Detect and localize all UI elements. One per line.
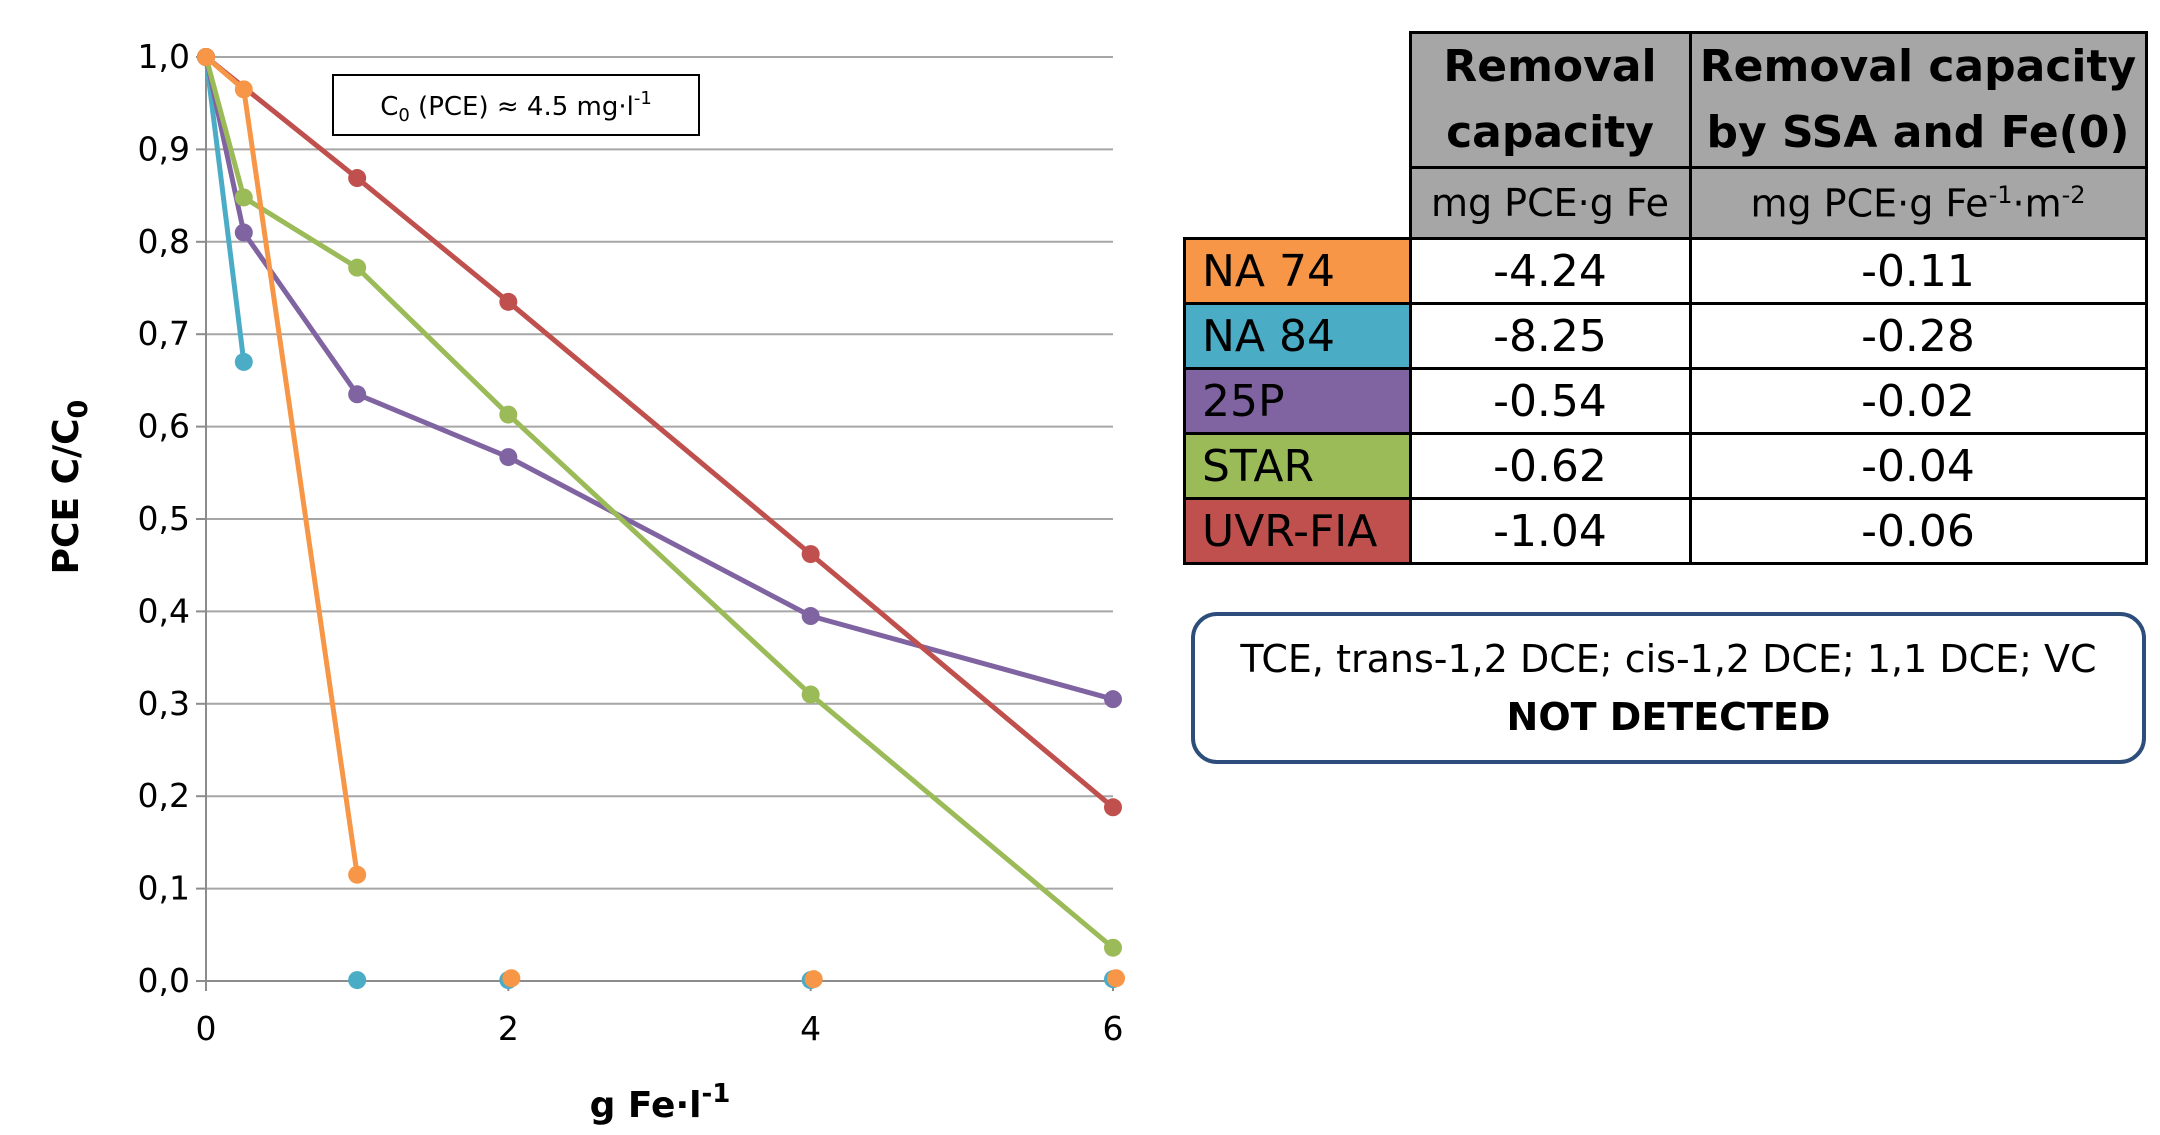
data-point xyxy=(502,969,521,988)
data-point xyxy=(801,607,820,626)
unit-removal-capacity: mg PCE·g Fe xyxy=(1408,166,1692,240)
data-point xyxy=(197,48,215,66)
row-name-cell: STAR xyxy=(1183,432,1412,500)
series-line xyxy=(203,56,247,363)
table-row: UVR-FIA -1.04 -0.06 xyxy=(1183,497,2148,565)
header-removal-capacity-ssa: Removal capacity by SSA and Fe(0) xyxy=(1688,31,2148,169)
series-25p xyxy=(197,48,1122,709)
data-point xyxy=(801,545,820,564)
y-tick-label: 0,5 xyxy=(138,499,190,538)
pce-removal-chart: 0,0 0,1 0,2 0,3 0,4 0,5 0,6 0,7 0,8 0,9 1,0 0 2 4 6 C… xyxy=(46,37,1126,1126)
capacity-cell: -4.24 xyxy=(1408,237,1692,305)
row-name-cell: NA 84 xyxy=(1183,302,1412,370)
data-point xyxy=(234,80,253,99)
data-point xyxy=(804,970,823,989)
x-axis-title: g Fe·l-1 xyxy=(590,1079,731,1126)
series-line xyxy=(204,55,1115,810)
series-star xyxy=(197,48,1122,957)
annotation-box xyxy=(332,74,700,136)
data-point xyxy=(801,685,820,704)
y-tick-labels: 0,0 0,1 0,2 0,3 0,4 0,5 0,6 0,7 0,8 0,9 1,0 xyxy=(138,37,190,1000)
data-point xyxy=(234,223,253,242)
y-tick-label: 1,0 xyxy=(138,37,190,76)
row-name-cell: UVR-FIA xyxy=(1183,497,1412,565)
capacity-ssa-cell: -0.02 xyxy=(1688,367,2148,435)
note-compounds: TCE, trans-1,2 DCE; cis-1,2 DCE; 1,1 DCE… xyxy=(1240,637,2097,681)
capacity-cell: -8.25 xyxy=(1408,302,1692,370)
capacity-ssa-cell: -0.06 xyxy=(1688,497,2148,565)
y-tick-label: 0,8 xyxy=(138,222,190,261)
not-detected-note: TCE, trans-1,2 DCE; cis-1,2 DCE; 1,1 DCE… xyxy=(1191,612,2146,764)
data-series xyxy=(197,48,1126,990)
data-point xyxy=(1104,690,1122,709)
x-tick-label: 2 xyxy=(498,1009,519,1048)
table-header-row: Removal capacity Removal capacity by SSA… xyxy=(1185,31,2148,169)
table-corner-unit xyxy=(1185,168,1411,239)
series-uvr-fia xyxy=(197,48,1122,817)
data-point xyxy=(499,292,518,311)
x-tick-label: 4 xyxy=(800,1009,821,1048)
data-point xyxy=(234,188,253,207)
y-tick-label: 0,3 xyxy=(138,684,190,723)
data-point xyxy=(499,405,518,424)
series-line xyxy=(204,55,360,876)
annotation-text: C0 (PCE) ≈ 4.5 mg·l-1 xyxy=(380,88,652,126)
table-row: STAR -0.62 -0.04 xyxy=(1183,432,2148,500)
c0-annotation: C0 (PCE) ≈ 4.5 mg·l-1 xyxy=(332,74,700,136)
y-axis-title: PCE C/C0 xyxy=(46,400,94,575)
data-point xyxy=(1107,969,1126,988)
data-point xyxy=(348,865,367,884)
note-status: NOT DETECTED xyxy=(1506,695,1831,739)
data-point xyxy=(348,258,367,277)
data-point xyxy=(1104,938,1122,957)
capacity-cell: -0.62 xyxy=(1408,432,1692,500)
capacity-ssa-cell: -0.11 xyxy=(1688,237,2148,305)
data-point xyxy=(348,971,367,990)
unit-removal-capacity-ssa: mg PCE·g Fe-1·m-2 xyxy=(1688,166,2148,240)
y-tick-label: 0,9 xyxy=(138,129,190,168)
y-tick-label: 0,0 xyxy=(138,961,190,1000)
series-line xyxy=(203,56,1114,702)
data-point xyxy=(499,448,518,467)
y-tick-label: 0,4 xyxy=(138,591,190,630)
table-corner xyxy=(1185,33,1411,168)
data-point xyxy=(1104,798,1122,817)
x-tick-labels: 0 2 4 6 xyxy=(196,1009,1124,1048)
x-tick-label: 0 xyxy=(196,1009,217,1048)
data-point xyxy=(348,169,367,188)
y-tick-label: 0,2 xyxy=(138,776,190,815)
removal-capacity-table: Removal capacity Removal capacity by SSA… xyxy=(1183,31,2148,565)
table-row: NA 74 -4.24 -0.11 xyxy=(1183,237,2148,305)
row-name-cell: 25P xyxy=(1183,367,1412,435)
table-row: 25P -0.54 -0.02 xyxy=(1183,367,2148,435)
axes xyxy=(196,56,1114,991)
capacity-ssa-cell: -0.04 xyxy=(1688,432,2148,500)
y-tick-label: 0,6 xyxy=(138,407,190,446)
header-removal-capacity: Removal capacity xyxy=(1408,31,1692,169)
row-name-cell: NA 74 xyxy=(1183,237,1412,305)
capacity-cell: -0.54 xyxy=(1408,367,1692,435)
x-tick-label: 6 xyxy=(1103,1009,1124,1048)
y-tick-label: 0,7 xyxy=(138,314,190,353)
table-row: NA 84 -8.25 -0.28 xyxy=(1183,302,2148,370)
data-point xyxy=(234,352,253,371)
capacity-ssa-cell: -0.28 xyxy=(1688,302,2148,370)
capacity-cell: -1.04 xyxy=(1408,497,1692,565)
series-line xyxy=(203,56,1115,950)
table-unit-row: mg PCE·g Fe mg PCE·g Fe-1·m-2 xyxy=(1185,166,2148,240)
data-point xyxy=(348,385,367,404)
series-na-74 xyxy=(197,48,1126,989)
y-tick-label: 0,1 xyxy=(138,869,190,908)
